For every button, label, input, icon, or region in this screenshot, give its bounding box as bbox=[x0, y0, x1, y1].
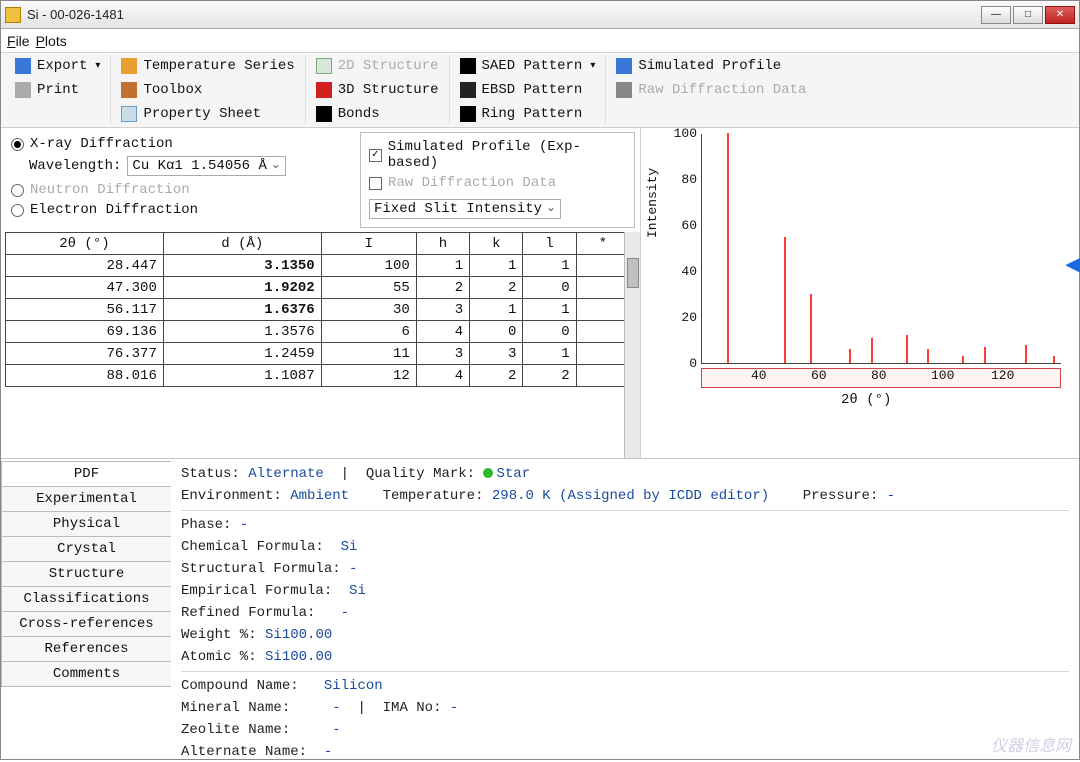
raw-data-label: Raw Diffraction Data bbox=[388, 175, 556, 191]
table-row[interactable]: 69.1361.35766400 bbox=[6, 321, 630, 343]
thermometer-icon bbox=[121, 58, 137, 74]
chart-peak bbox=[1025, 345, 1027, 363]
reflections-table: 2θ (°)d (Å)Ihkl* 28.4473.135010011147.30… bbox=[5, 232, 630, 387]
tab-classifications[interactable]: Classifications bbox=[1, 586, 171, 612]
export-button[interactable]: Export▾ bbox=[11, 55, 104, 77]
property-sheet-button[interactable]: Property Sheet bbox=[117, 103, 298, 125]
menubar: File Plots bbox=[1, 29, 1079, 53]
diffraction-chart: Intensity 2θ (°) ◀ 020406080100406080100… bbox=[641, 128, 1079, 458]
saed-pattern-button[interactable]: SAED Pattern▾ bbox=[456, 55, 600, 77]
document-icon bbox=[121, 106, 137, 122]
neutron-label: Neutron Diffraction bbox=[30, 182, 190, 198]
print-icon bbox=[15, 82, 31, 98]
2d-structure-button[interactable]: 2D Structure bbox=[312, 55, 443, 77]
watermark: 仪器信息网 bbox=[991, 736, 1071, 758]
tab-comments[interactable]: Comments bbox=[1, 661, 171, 687]
table-header: k bbox=[470, 233, 523, 255]
saed-icon bbox=[460, 58, 476, 74]
xray-label: X-ray Diffraction bbox=[30, 136, 173, 152]
table-header: l bbox=[523, 233, 576, 255]
raw-diffraction-button[interactable]: Raw Diffraction Data bbox=[612, 79, 810, 101]
bonds-button[interactable]: Bonds bbox=[312, 103, 443, 125]
tab-structure[interactable]: Structure bbox=[1, 561, 171, 587]
chart-peak bbox=[784, 237, 786, 364]
toolbox-button[interactable]: Toolbox bbox=[117, 79, 298, 101]
table-row[interactable]: 47.3001.920255220 bbox=[6, 277, 630, 299]
ebsd-icon bbox=[460, 82, 476, 98]
table-row[interactable]: 28.4473.1350100111 bbox=[6, 255, 630, 277]
table-header: d (Å) bbox=[163, 233, 321, 255]
xray-radio[interactable]: X-ray Diffraction bbox=[11, 134, 346, 154]
table-row[interactable]: 88.0161.108712422 bbox=[6, 365, 630, 387]
table-header: 2θ (°) bbox=[6, 233, 164, 255]
collapse-icon[interactable]: ◀ bbox=[1066, 252, 1080, 278]
app-icon bbox=[5, 7, 21, 23]
chart-peak bbox=[906, 335, 908, 363]
table-row[interactable]: 76.3771.245911331 bbox=[6, 343, 630, 365]
window-title: Si - 00-026-1481 bbox=[27, 7, 981, 22]
menu-plots[interactable]: Plots bbox=[36, 33, 67, 49]
minimize-button[interactable]: — bbox=[981, 6, 1011, 24]
chart-xlabel: 2θ (°) bbox=[841, 392, 891, 408]
temperature-series-button[interactable]: Temperature Series bbox=[117, 55, 298, 77]
maximize-button[interactable]: □ bbox=[1013, 6, 1043, 24]
menu-file[interactable]: File bbox=[7, 33, 30, 49]
table-header: I bbox=[321, 233, 416, 255]
wavelength-label: Wavelength: bbox=[29, 158, 121, 174]
chart-peak bbox=[927, 349, 929, 363]
toolbox-icon bbox=[121, 82, 137, 98]
neutron-radio[interactable]: Neutron Diffraction bbox=[11, 180, 346, 200]
quality-dot-icon bbox=[483, 468, 493, 478]
tab-pdf[interactable]: PDF bbox=[1, 461, 171, 487]
raw-icon bbox=[616, 82, 632, 98]
tab-crystal[interactable]: Crystal bbox=[1, 536, 171, 562]
ring-icon bbox=[460, 106, 476, 122]
2d-icon bbox=[316, 58, 332, 74]
3d-icon bbox=[316, 82, 332, 98]
3d-structure-button[interactable]: 3D Structure bbox=[312, 79, 443, 101]
electron-label: Electron Diffraction bbox=[30, 202, 198, 218]
bonds-icon bbox=[316, 106, 332, 122]
chart-peak bbox=[1053, 356, 1055, 363]
close-button[interactable]: ✕ bbox=[1045, 6, 1075, 24]
electron-radio[interactable]: Electron Diffraction bbox=[11, 200, 346, 220]
titlebar: Si - 00-026-1481 — □ ✕ bbox=[1, 1, 1079, 29]
ebsd-pattern-button[interactable]: EBSD Pattern bbox=[456, 79, 600, 101]
wavelength-select[interactable]: Cu Kα1 1.54056 Å bbox=[127, 156, 285, 176]
print-button[interactable]: Print bbox=[11, 79, 104, 101]
tab-cross-references[interactable]: Cross-references bbox=[1, 611, 171, 637]
table-header: h bbox=[416, 233, 469, 255]
chart-peak bbox=[727, 133, 729, 363]
table-row[interactable]: 56.1171.637630311 bbox=[6, 299, 630, 321]
chart-peak bbox=[984, 347, 986, 363]
simulated-profile-button[interactable]: Simulated Profile bbox=[612, 55, 810, 77]
chart-peak bbox=[849, 349, 851, 363]
simulated-profile-checkbox[interactable]: ✓Simulated Profile (Exp-based) bbox=[369, 137, 626, 173]
chart-peak bbox=[871, 338, 873, 363]
tab-experimental[interactable]: Experimental bbox=[1, 486, 171, 512]
save-icon bbox=[15, 58, 31, 74]
chevron-down-icon: ▾ bbox=[590, 60, 595, 72]
chart-peak bbox=[962, 356, 964, 363]
intensity-select[interactable]: Fixed Slit Intensity bbox=[369, 199, 561, 219]
chart-peak bbox=[810, 294, 812, 363]
tab-physical[interactable]: Physical bbox=[1, 511, 171, 537]
table-scrollbar[interactable] bbox=[624, 232, 640, 458]
sim-profile-label: Simulated Profile (Exp-based) bbox=[388, 139, 626, 171]
table-header: * bbox=[576, 233, 629, 255]
info-tabs: PDFExperimentalPhysicalCrystalStructureC… bbox=[1, 459, 171, 762]
chart-ylabel: Intensity bbox=[645, 168, 660, 238]
chevron-down-icon: ▾ bbox=[95, 60, 100, 72]
tab-references[interactable]: References bbox=[1, 636, 171, 662]
ring-pattern-button[interactable]: Ring Pattern bbox=[456, 103, 600, 125]
info-panel: Status: Alternate | Quality Mark: Star E… bbox=[171, 459, 1079, 762]
toolbar: Export▾ Print Temperature Series Toolbox… bbox=[1, 53, 1079, 128]
chart-icon bbox=[616, 58, 632, 74]
raw-data-checkbox[interactable]: Raw Diffraction Data bbox=[369, 173, 626, 193]
